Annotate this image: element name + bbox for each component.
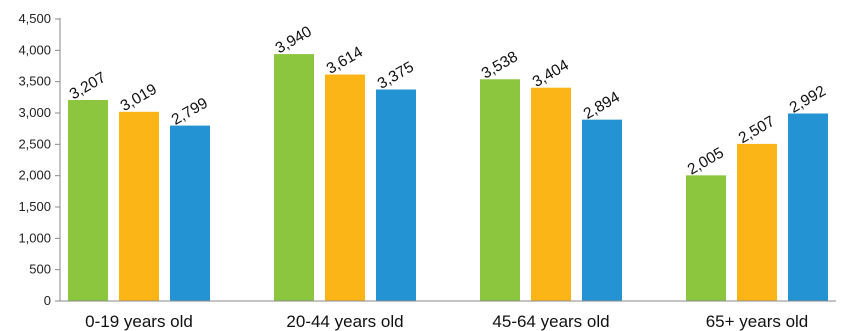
- y-tick-label: 3,000: [18, 105, 51, 120]
- bar: [376, 89, 416, 301]
- data-label: 3,940: [273, 23, 315, 57]
- bar: [119, 111, 159, 302]
- bars: [68, 54, 828, 302]
- x-category-label: 20-44 years old: [286, 312, 403, 331]
- y-tick-label: 2,500: [18, 136, 51, 151]
- x-category-label: 45-64 years old: [492, 312, 609, 331]
- y-tick-label: 4,000: [18, 42, 51, 57]
- data-label: 3,614: [324, 43, 366, 77]
- y-tick-label: 4,500: [18, 11, 51, 26]
- data-label: 2,799: [169, 95, 211, 129]
- bar: [480, 79, 520, 301]
- bar: [170, 125, 210, 301]
- bar: [788, 113, 828, 301]
- y-tick-label: 500: [29, 262, 51, 277]
- y-tick-label: 1,000: [18, 230, 51, 245]
- bar: [686, 175, 726, 301]
- y-tick-label: 2,000: [18, 168, 51, 183]
- data-label: 3,404: [530, 57, 572, 91]
- x-category-label: 0-19 years old: [85, 312, 193, 331]
- x-category-label: 65+ years old: [706, 312, 809, 331]
- y-axis: 0 500 1,000 1,500 2,000 2,500 3,000 3,500 4,000 4…: [18, 11, 61, 308]
- bar: [737, 143, 777, 301]
- bar: [68, 100, 108, 301]
- x-axis: 0-19 years old 20-44 years old 45-64 years…: [60, 300, 836, 331]
- data-label: 3,019: [118, 81, 160, 115]
- bar: [325, 74, 365, 301]
- data-label: 2,507: [736, 113, 778, 147]
- data-label: 2,992: [787, 83, 829, 117]
- y-tick-label: 3,500: [18, 74, 51, 89]
- bar: [582, 119, 622, 301]
- y-tick-label: 0: [44, 293, 51, 308]
- data-label: 2,894: [581, 88, 623, 122]
- data-label: 2,005: [685, 144, 727, 178]
- bar: [274, 54, 314, 301]
- y-tick-label: 1,500: [18, 199, 51, 214]
- data-label: 3,538: [479, 48, 521, 82]
- data-label: 3,207: [67, 69, 109, 103]
- data-label: 3,375: [375, 59, 417, 93]
- bar: [531, 87, 571, 301]
